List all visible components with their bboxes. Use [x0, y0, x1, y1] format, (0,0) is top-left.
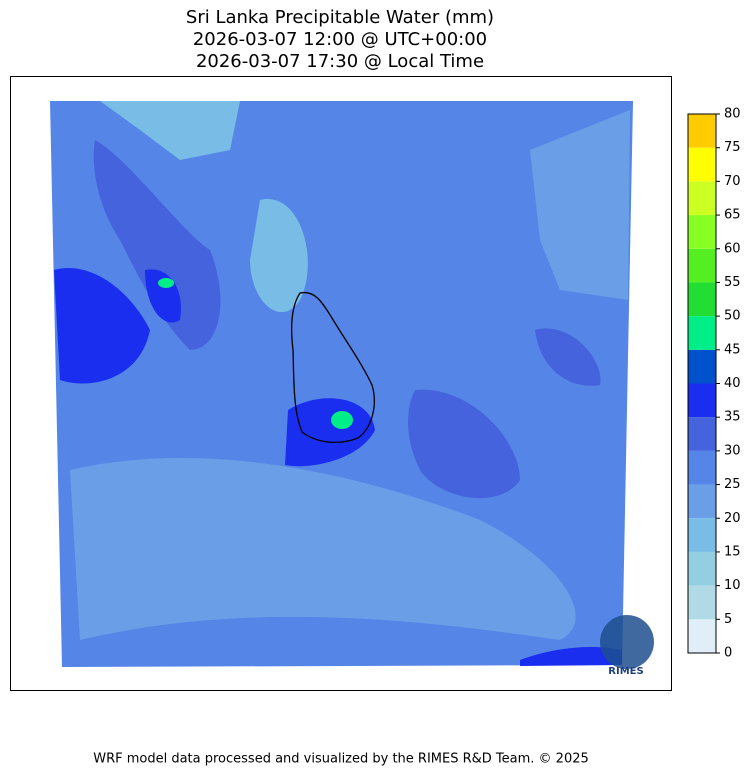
colorbar-band [688, 282, 716, 317]
field [54, 268, 150, 384]
colorbar-band [688, 417, 716, 451]
colorbar-band [688, 450, 716, 485]
title: 2026-03-07 12:00 @ UTC+00:00 [193, 29, 487, 50]
tick-label: 50 [724, 309, 741, 324]
field [530, 110, 630, 300]
colorbar-band [688, 181, 716, 216]
logo-emblem [600, 615, 654, 669]
colorbar-band [688, 215, 716, 249]
tick-label: 45 [724, 342, 741, 357]
tick-label: 15 [724, 544, 741, 559]
tick-label: 40 [724, 376, 741, 391]
colorbar-band [688, 316, 716, 350]
tick-label: 10 [724, 578, 741, 593]
tick-label: 35 [724, 410, 741, 425]
tick-label: 80 [724, 107, 741, 122]
field [408, 389, 520, 499]
tick-label: 65 [724, 208, 741, 223]
colorbar-band [688, 114, 716, 148]
field [250, 199, 308, 313]
colorbar-band [688, 518, 716, 552]
tick-label: 0 [724, 646, 732, 661]
map: RIMES [50, 101, 654, 677]
colorbar-band [688, 248, 716, 283]
field [70, 458, 576, 640]
colorbar-band [688, 619, 716, 653]
field [331, 411, 353, 429]
field [100, 101, 240, 160]
field [158, 278, 174, 288]
tick-label: 5 [724, 612, 732, 627]
tick-label: 75 [724, 140, 741, 155]
footer: WRF model data processed and visualized … [93, 752, 589, 767]
field [520, 647, 622, 666]
colorbar-band [688, 585, 716, 620]
field [285, 398, 375, 467]
colorbar-band [688, 383, 716, 418]
tick-label: 25 [724, 477, 741, 492]
colorbar-band [688, 147, 716, 182]
logo-text: RIMES [608, 666, 643, 677]
title: Sri Lanka Precipitable Water (mm) [186, 7, 494, 28]
colorbar-band [688, 484, 716, 519]
colorbar-band [688, 349, 716, 384]
colorbar: 0 5 10 15 20 25 30 35 40 45 50 55 60 65 70 75 80 [687, 107, 741, 661]
tick-label: 55 [724, 275, 741, 290]
field [93, 140, 221, 350]
colorbar-band [688, 551, 716, 586]
coastline [291, 291, 375, 443]
tick-label: 30 [724, 443, 741, 458]
field [535, 328, 601, 386]
tick-label: 60 [724, 241, 741, 256]
title: 2026-03-07 17:30 @ Local Time [196, 51, 484, 72]
tick-label: 70 [724, 174, 741, 189]
tick-label: 20 [724, 511, 741, 526]
